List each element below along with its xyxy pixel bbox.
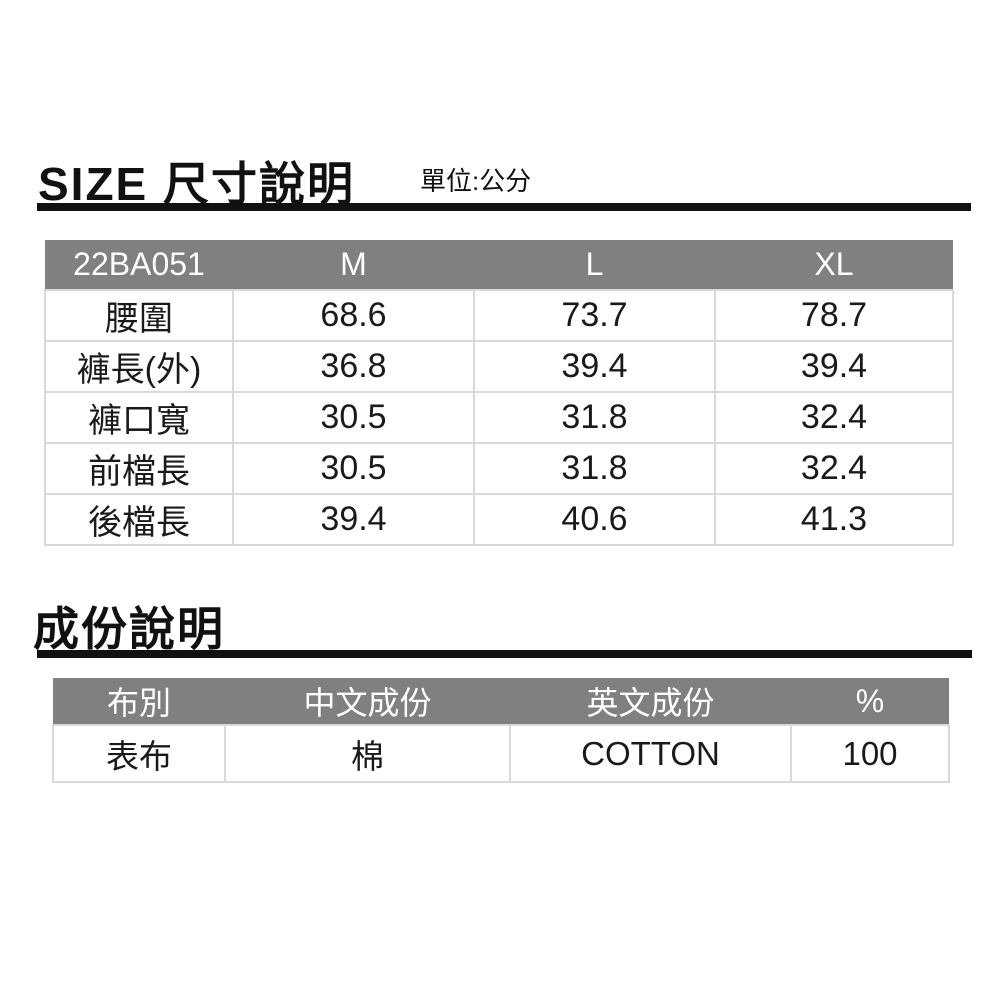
composition-table-header: 布別 中文成份 英文成份 % <box>53 678 949 725</box>
size-section-title: SIZE 尺寸說明 <box>38 158 356 210</box>
measure-value: 73.7 <box>473 289 716 342</box>
measure-value: 31.8 <box>473 391 716 444</box>
composition-table: 布別 中文成份 英文成份 % 表布 棉 COTTON 100 <box>52 678 950 783</box>
measure-value: 36.8 <box>232 340 475 393</box>
table-row: 腰圍 68.6 73.7 78.7 <box>44 289 954 342</box>
size-table-header: 22BA051 M L XL <box>45 240 953 290</box>
measure-label: 褲長(外) <box>44 340 234 393</box>
size-column-xl: XL <box>715 240 953 290</box>
measure-label: 後檔長 <box>44 493 234 546</box>
measure-value: 30.5 <box>232 391 475 444</box>
composition-header-row: 布別 中文成份 英文成份 % <box>53 678 949 725</box>
size-column-l: L <box>474 240 715 290</box>
composition-section-divider-rule <box>37 650 972 658</box>
measure-label: 腰圍 <box>44 289 234 342</box>
measure-value: 78.7 <box>714 289 954 342</box>
chinese-composition-cell: 棉 <box>224 724 511 783</box>
fabric-type-cell: 表布 <box>52 724 226 783</box>
unit-label: 單位:公分 <box>420 166 532 196</box>
table-row: 後檔長 39.4 40.6 41.3 <box>44 493 954 546</box>
english-composition-cell: COTTON <box>509 724 792 783</box>
size-section-divider-rule <box>37 203 971 211</box>
size-column-m: M <box>233 240 474 290</box>
composition-section-title: 成份說明 <box>33 603 225 655</box>
composition-table-body: 表布 棉 COTTON 100 <box>52 724 950 783</box>
size-table-header-row: 22BA051 M L XL <box>45 240 953 290</box>
measure-value: 40.6 <box>473 493 716 546</box>
english-composition-header: 英文成份 <box>510 678 791 725</box>
table-row: 褲口寬 30.5 31.8 32.4 <box>44 391 954 444</box>
measure-value: 39.4 <box>714 340 954 393</box>
size-table-body: 腰圍 68.6 73.7 78.7 褲長(外) 36.8 39.4 39.4 褲… <box>44 289 954 546</box>
measure-label: 褲口寬 <box>44 391 234 444</box>
measure-value: 39.4 <box>473 340 716 393</box>
percent-cell: 100 <box>790 724 950 783</box>
table-row: 表布 棉 COTTON 100 <box>52 724 950 783</box>
size-table: 22BA051 M L XL 腰圍 68.6 73.7 78.7 褲長(外) 3… <box>44 240 954 546</box>
measure-value: 41.3 <box>714 493 954 546</box>
measure-value: 39.4 <box>232 493 475 546</box>
chinese-composition-header: 中文成份 <box>225 678 510 725</box>
percent-header: % <box>791 678 949 725</box>
measure-value: 32.4 <box>714 442 954 495</box>
measure-value: 68.6 <box>232 289 475 342</box>
measure-value: 31.8 <box>473 442 716 495</box>
product-code-cell: 22BA051 <box>45 240 233 290</box>
measure-value: 30.5 <box>232 442 475 495</box>
measure-value: 32.4 <box>714 391 954 444</box>
fabric-type-header: 布別 <box>53 678 225 725</box>
table-row: 前檔長 30.5 31.8 32.4 <box>44 442 954 495</box>
table-row: 褲長(外) 36.8 39.4 39.4 <box>44 340 954 393</box>
measure-label: 前檔長 <box>44 442 234 495</box>
